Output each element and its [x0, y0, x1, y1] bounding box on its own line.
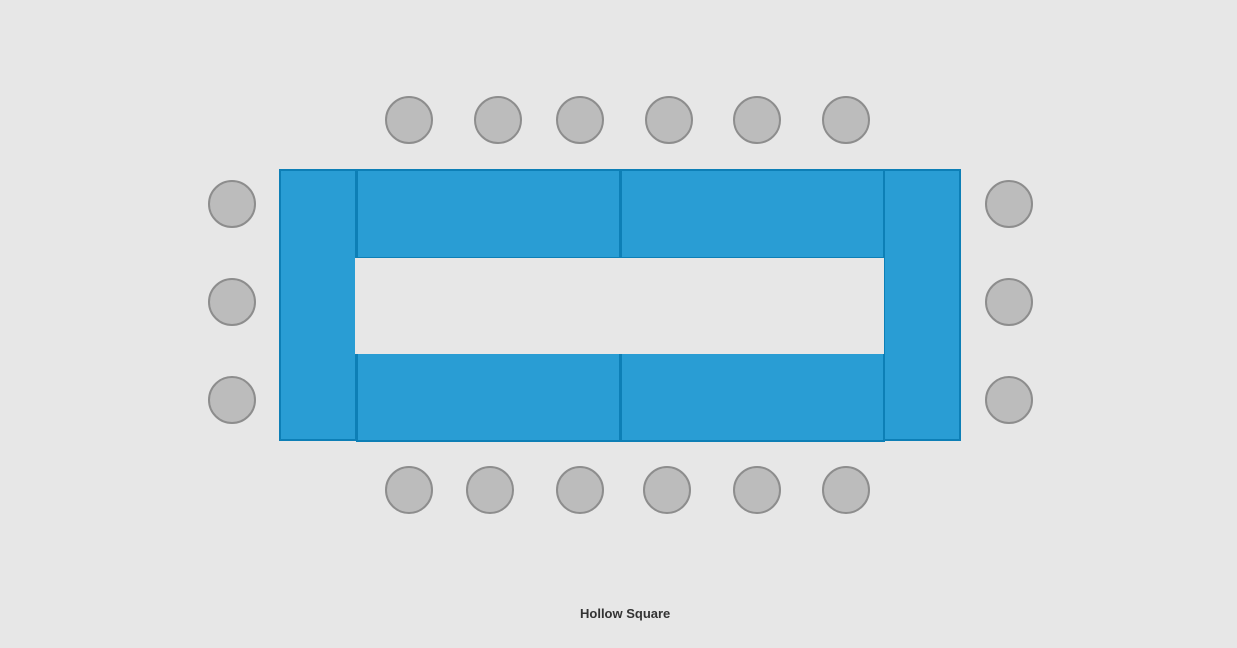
table-segment — [356, 352, 621, 442]
chair — [985, 278, 1033, 326]
chair — [466, 466, 514, 514]
chair — [208, 278, 256, 326]
chair — [822, 466, 870, 514]
table-segment — [356, 169, 621, 259]
diagram-caption: Hollow Square — [580, 606, 670, 621]
chair — [985, 376, 1033, 424]
table-segment — [883, 169, 961, 441]
chair — [645, 96, 693, 144]
chair — [733, 96, 781, 144]
chair — [474, 96, 522, 144]
chair — [556, 96, 604, 144]
chair — [556, 466, 604, 514]
chair — [733, 466, 781, 514]
table-segment — [620, 169, 885, 259]
chair — [643, 466, 691, 514]
chair — [385, 466, 433, 514]
diagram-canvas: Hollow Square — [0, 0, 1237, 648]
chair — [208, 180, 256, 228]
hollow-center — [355, 258, 884, 354]
chair — [822, 96, 870, 144]
chair — [208, 376, 256, 424]
chair — [385, 96, 433, 144]
table-segment — [620, 352, 885, 442]
chair — [985, 180, 1033, 228]
table-segment — [279, 169, 357, 441]
